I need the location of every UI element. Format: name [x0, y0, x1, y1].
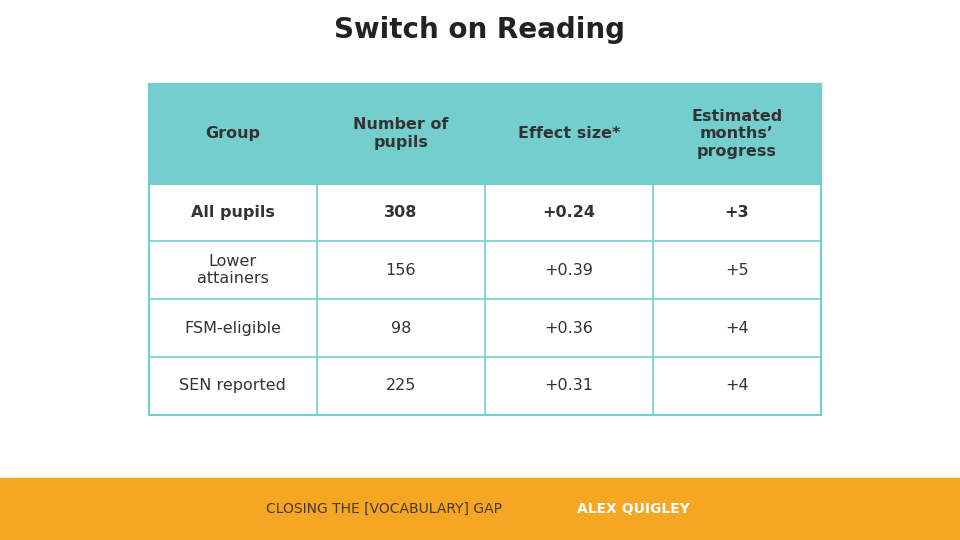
- Text: 308: 308: [384, 205, 418, 220]
- Text: +0.39: +0.39: [544, 263, 593, 278]
- Text: CLOSING THE [VOCABULARY] GAP: CLOSING THE [VOCABULARY] GAP: [266, 502, 502, 516]
- Text: 225: 225: [386, 379, 416, 393]
- Text: SEN reported: SEN reported: [180, 379, 286, 393]
- Text: Number of
pupils: Number of pupils: [353, 118, 448, 150]
- Text: FSM-eligible: FSM-eligible: [184, 321, 281, 335]
- Text: 98: 98: [391, 321, 411, 335]
- Text: +0.36: +0.36: [544, 321, 593, 335]
- Text: Switch on Reading: Switch on Reading: [334, 16, 626, 44]
- Text: Estimated
months’
progress: Estimated months’ progress: [691, 109, 782, 159]
- Text: +5: +5: [725, 263, 749, 278]
- Text: +4: +4: [725, 379, 749, 393]
- Text: Lower
attainers: Lower attainers: [197, 254, 269, 286]
- Text: Effect size*: Effect size*: [517, 126, 620, 141]
- Text: All pupils: All pupils: [191, 205, 275, 220]
- Text: Group: Group: [205, 126, 260, 141]
- Text: +0.31: +0.31: [544, 379, 593, 393]
- Text: +4: +4: [725, 321, 749, 335]
- Text: +3: +3: [725, 205, 749, 220]
- Text: +0.24: +0.24: [542, 205, 595, 220]
- Text: 156: 156: [386, 263, 416, 278]
- Text: ALEX QUIGLEY: ALEX QUIGLEY: [577, 502, 690, 516]
